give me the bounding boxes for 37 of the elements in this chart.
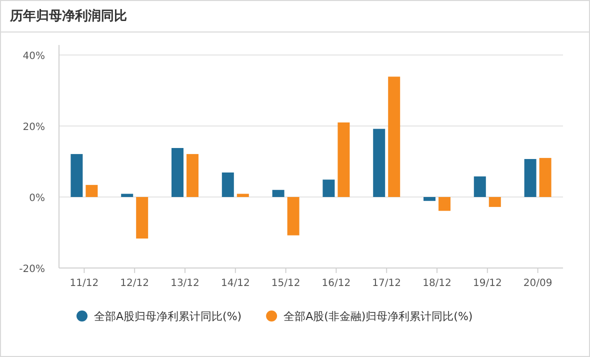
bar xyxy=(86,184,98,197)
x-tick-label: 15/12 xyxy=(271,278,300,289)
bar xyxy=(136,197,148,239)
bar xyxy=(338,122,350,197)
x-tick-label: 12/12 xyxy=(120,278,150,289)
bar xyxy=(236,194,249,197)
y-tick-label: -20% xyxy=(19,264,45,275)
bar xyxy=(424,197,436,201)
bar xyxy=(322,180,335,197)
x-tick-label: 17/12 xyxy=(372,278,402,289)
x-tick-label: 18/12 xyxy=(422,278,452,289)
y-tick-label: 0% xyxy=(29,193,45,204)
bar xyxy=(272,190,284,197)
bar xyxy=(438,197,450,211)
y-tick-label: 40% xyxy=(22,51,45,62)
bar xyxy=(186,154,198,197)
x-tick-label: 14/12 xyxy=(220,278,250,289)
bar xyxy=(388,76,400,197)
legend-label: 全部A股(非金融)归母净利累计同比(%) xyxy=(284,310,473,323)
x-tick-label: 13/12 xyxy=(170,278,200,289)
bar xyxy=(70,154,83,197)
bar xyxy=(121,194,134,197)
y-tick-label: 20% xyxy=(22,122,45,133)
bar xyxy=(488,197,501,207)
x-tick-label: 19/12 xyxy=(472,278,502,289)
bar xyxy=(524,159,536,197)
bar xyxy=(373,128,386,197)
bar xyxy=(474,176,486,197)
chart-title: 历年归母净利润同比 xyxy=(9,8,127,24)
bar xyxy=(287,197,300,236)
legend-label: 全部A股归母净利累计同比(%) xyxy=(94,310,242,323)
x-tick-label: 11/12 xyxy=(70,278,99,289)
bar xyxy=(539,158,552,197)
x-tick-label: 16/12 xyxy=(322,278,351,289)
x-tick-label: 20/09 xyxy=(523,278,552,289)
bar xyxy=(222,172,234,197)
bar xyxy=(172,148,184,197)
